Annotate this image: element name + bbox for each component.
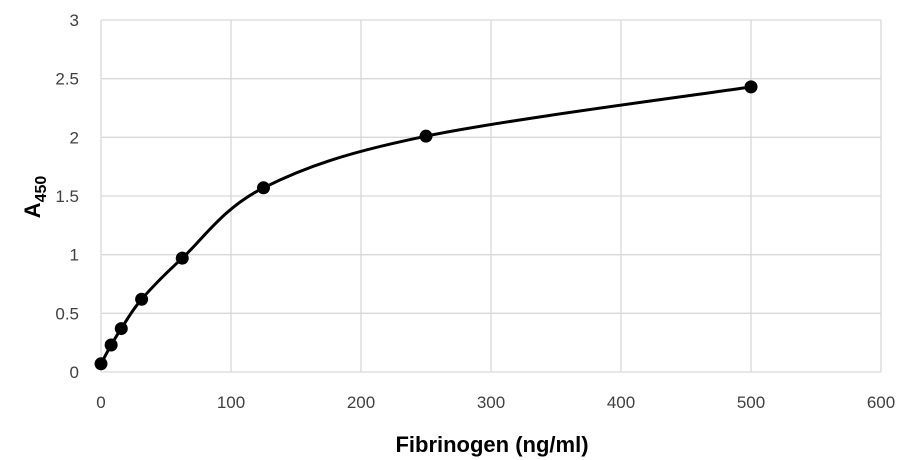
y-tick-label: 1 bbox=[70, 246, 79, 265]
x-tick-labels: 0 100 200 300 400 500 600 bbox=[96, 393, 895, 412]
x-tick-label: 600 bbox=[867, 393, 895, 412]
data-point bbox=[104, 338, 118, 352]
data-point bbox=[175, 251, 189, 265]
x-tick-label: 0 bbox=[96, 393, 105, 412]
y-axis-title-main: A bbox=[20, 202, 45, 218]
x-tick-label: 300 bbox=[477, 393, 505, 412]
y-tick-label: 2 bbox=[70, 128, 79, 147]
y-tick-label: 3 bbox=[70, 11, 79, 30]
x-axis-title: Fibrinogen (ng/ml) bbox=[395, 432, 588, 457]
x-tick-label: 200 bbox=[347, 393, 375, 412]
data-point bbox=[419, 129, 433, 143]
x-tick-label: 400 bbox=[607, 393, 635, 412]
y-tick-label: 0.5 bbox=[55, 304, 79, 323]
x-tick-label: 500 bbox=[737, 393, 765, 412]
data-point bbox=[94, 357, 108, 371]
series-curve bbox=[99, 85, 752, 365]
y-axis-title-subscript: 450 bbox=[33, 176, 50, 203]
x-tick-label: 100 bbox=[217, 393, 245, 412]
data-point bbox=[257, 181, 270, 195]
data-point bbox=[744, 80, 758, 94]
data-point bbox=[135, 292, 149, 306]
y-tick-label: 0 bbox=[70, 363, 79, 382]
data-points bbox=[94, 80, 758, 371]
y-tick-label: 2.5 bbox=[55, 70, 79, 89]
y-tick-label: 1.5 bbox=[55, 187, 79, 206]
data-point bbox=[114, 322, 128, 336]
grid-lines bbox=[100, 19, 882, 373]
y-tick-labels: 0 0.5 1 1.5 2 2.5 3 bbox=[55, 11, 79, 382]
y-axis-title: A450 bbox=[20, 176, 50, 219]
